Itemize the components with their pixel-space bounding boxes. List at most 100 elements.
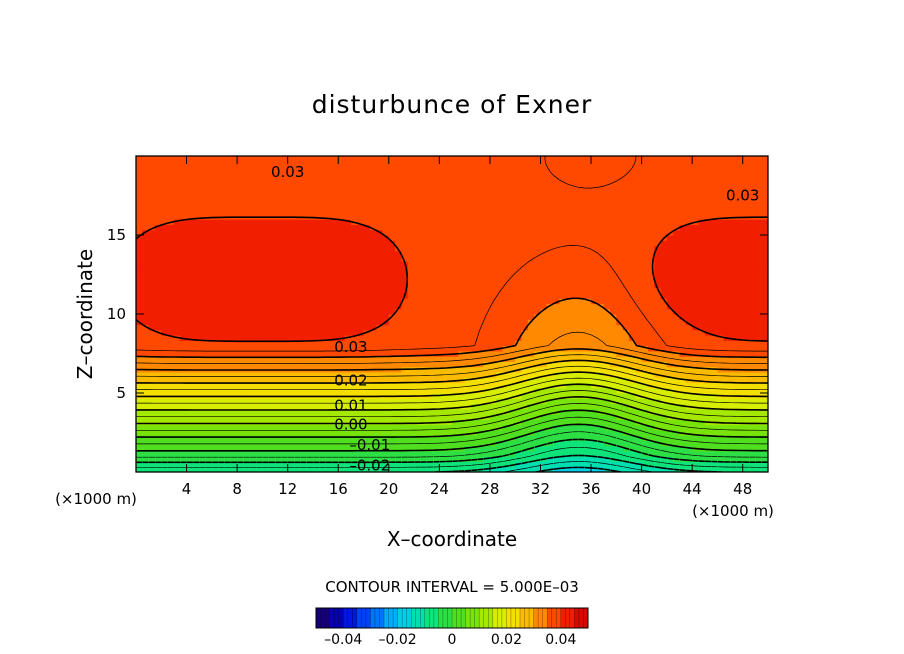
field-cell <box>192 308 200 315</box>
field-cell <box>641 245 649 252</box>
field-cell <box>540 429 548 436</box>
field-cell <box>388 408 396 415</box>
field-cell <box>395 261 403 268</box>
field-cell <box>591 292 598 299</box>
field-cell <box>546 398 554 405</box>
field-cell <box>300 198 308 204</box>
field-cell <box>426 461 434 468</box>
field-cell <box>452 324 459 331</box>
field-cell <box>420 329 428 336</box>
field-cell <box>357 213 365 220</box>
field-cell <box>363 461 371 468</box>
field-cell <box>572 250 579 257</box>
field-cell <box>546 403 554 410</box>
field-cell <box>534 340 542 347</box>
field-cell <box>237 429 245 436</box>
field-cell <box>584 192 592 199</box>
field-cell <box>161 213 169 220</box>
field-cell <box>300 440 308 447</box>
field-cell <box>357 282 365 289</box>
field-cell <box>654 445 662 452</box>
field-cell <box>249 219 257 226</box>
field-cell <box>369 329 377 336</box>
field-cell <box>401 277 409 283</box>
field-cell <box>559 340 567 347</box>
field-cell <box>584 177 592 183</box>
field-cell <box>572 314 579 320</box>
field-cell <box>546 456 554 463</box>
field-cell <box>363 466 371 472</box>
field-cell <box>584 398 592 405</box>
field-cell <box>376 466 384 472</box>
field-cell <box>477 298 485 305</box>
field-cell <box>357 435 365 441</box>
field-cell <box>224 187 232 194</box>
field-cell <box>420 387 428 394</box>
field-cell <box>180 277 188 283</box>
field-cell <box>249 303 257 310</box>
field-cell <box>578 456 586 463</box>
field-cell <box>199 187 207 194</box>
field-cell <box>559 224 567 231</box>
field-cell <box>230 256 238 262</box>
field-cell <box>559 219 567 226</box>
field-cell <box>331 219 339 226</box>
field-cell <box>344 245 352 252</box>
field-cell <box>211 261 219 268</box>
field-cell <box>515 382 523 389</box>
field-cell <box>458 198 466 204</box>
field-cell <box>319 256 327 262</box>
field-cell <box>641 419 649 426</box>
field-cell <box>565 219 573 226</box>
field-cell <box>369 314 377 320</box>
field-cell <box>268 329 276 336</box>
field-cell <box>603 261 611 268</box>
field-cell <box>553 171 561 178</box>
field-cell <box>489 329 497 336</box>
field-cell <box>312 314 320 320</box>
field-cell <box>496 266 504 273</box>
field-cell <box>578 229 586 236</box>
field-cell <box>445 440 453 447</box>
field-cell <box>464 408 472 415</box>
field-cell <box>559 266 567 273</box>
field-cell <box>489 414 497 420</box>
field-cell <box>243 324 251 331</box>
field-cell <box>433 224 440 231</box>
field-cell <box>262 435 270 441</box>
field-cell <box>584 229 592 236</box>
field-cell <box>553 403 561 410</box>
field-cell <box>167 382 175 389</box>
field-cell <box>331 224 339 231</box>
field-cell <box>489 208 497 215</box>
field-cell <box>496 361 504 368</box>
field-cell <box>584 266 592 273</box>
field-cell <box>610 171 617 178</box>
field-cell <box>211 387 219 394</box>
field-cell <box>199 408 207 415</box>
field-cell <box>268 235 276 241</box>
field-cell <box>312 229 320 236</box>
field-cell <box>281 287 289 294</box>
field-cell <box>173 198 181 204</box>
field-cell <box>534 156 542 162</box>
field-cell <box>546 182 554 189</box>
field-cell <box>572 203 579 210</box>
field-cell <box>312 435 320 441</box>
field-cell <box>502 208 510 215</box>
field-cell <box>363 387 371 394</box>
field-cell <box>521 361 529 368</box>
field-cell <box>287 282 295 289</box>
field-cell <box>167 445 175 452</box>
field-cell <box>508 187 516 194</box>
field-cell <box>224 387 232 394</box>
field-cell <box>294 324 301 331</box>
field-cell <box>553 245 561 252</box>
field-cell <box>388 429 396 436</box>
field-cell <box>382 224 390 231</box>
field-cell <box>300 456 308 463</box>
field-cell <box>281 350 289 357</box>
field-cell <box>363 177 371 183</box>
field-cell <box>622 414 630 420</box>
field-cell <box>192 387 200 394</box>
